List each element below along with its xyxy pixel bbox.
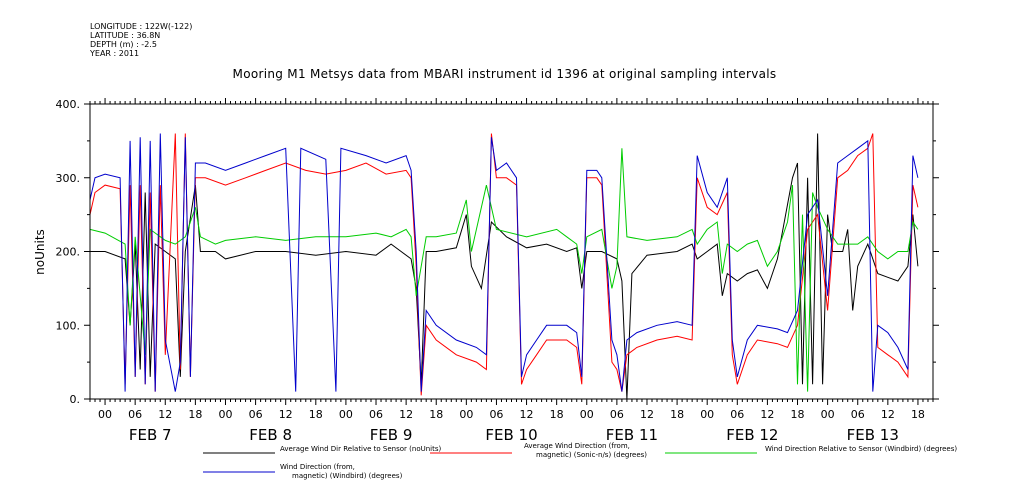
y-tick-label: 300. (56, 172, 81, 185)
x-day-label: FEB 13 (847, 426, 899, 444)
legend: Average Wind Dir Relative to Sensor (noU… (203, 442, 957, 480)
x-tick-label: 18 (791, 408, 805, 421)
depth-label: DEPTH (m) : -2.5 (90, 40, 157, 49)
x-tick-label: 18 (429, 408, 443, 421)
series-line-4 (89, 133, 919, 392)
x-tick-label: 06 (249, 408, 263, 421)
x-tick-label: 00 (821, 408, 835, 421)
legend-label: Wind Direction Relative to Sensor (Windb… (765, 445, 957, 453)
x-tick-label: 18 (911, 408, 925, 421)
x-day-label: FEB 11 (606, 426, 658, 444)
x-tick-label: 06 (610, 408, 624, 421)
x-tick-label: 00 (459, 408, 473, 421)
x-tick-label: 00 (98, 408, 112, 421)
x-tick-label: 12 (520, 408, 534, 421)
legend-label: Average Wind Dir Relative to Sensor (noU… (280, 445, 441, 453)
plot-lines (89, 133, 919, 400)
x-day-label: FEB 10 (485, 426, 537, 444)
x-day-label: FEB 7 (129, 426, 172, 444)
y-tick-label: 0. (70, 393, 81, 406)
x-day-label: FEB 9 (370, 426, 413, 444)
x-tick-label: 06 (128, 408, 142, 421)
legend-label-line2: magnetic) (Windbird) (degrees) (292, 472, 403, 480)
series-line-3 (89, 148, 919, 392)
y-tick-label: 400. (56, 98, 81, 111)
x-tick-label: 06 (730, 408, 744, 421)
y-tick-label: 100. (56, 319, 81, 332)
x-tick-label: 00 (700, 408, 714, 421)
legend-label: Average Wind Direction (from, (524, 442, 630, 450)
x-tick-label: 06 (489, 408, 503, 421)
x-tick-label: 18 (670, 408, 684, 421)
x-tick-label: 18 (550, 408, 564, 421)
year-label: YEAR : 2011 (90, 49, 140, 58)
x-tick-label: 00 (218, 408, 232, 421)
x-tick-label: 00 (580, 408, 594, 421)
x-day-label: FEB 12 (726, 426, 778, 444)
x-tick-label: 12 (881, 408, 895, 421)
x-tick-label: 18 (188, 408, 202, 421)
longitude-label: LONGITUDE : 122W(-122) (90, 22, 193, 31)
series-line-2 (89, 133, 919, 396)
y-axis-label: noUnits (33, 229, 47, 275)
legend-label-line2: magnetic) (Sonic-n/s) (degrees) (536, 451, 647, 459)
x-tick-label: 12 (158, 408, 172, 421)
series-line-1 (90, 133, 919, 400)
x-tick-label: 12 (279, 408, 293, 421)
axes: 0. 100. 200. 300. 400. 00 06 12 18 00 06 12 18 00 06 12… (56, 98, 939, 444)
x-tick-label: 12 (640, 408, 654, 421)
x-tick-label: 00 (339, 408, 353, 421)
latitude-label: LATITUDE : 36.8N (90, 31, 161, 40)
x-tick-label: 12 (760, 408, 774, 421)
x-day-label: FEB 8 (249, 426, 292, 444)
y-tick-label: 200. (56, 246, 81, 259)
x-tick-label: 06 (369, 408, 383, 421)
x-tick-label: 06 (851, 408, 865, 421)
legend-label: Wind Direction (from, (280, 463, 355, 471)
chart-title: Mooring M1 Metsys data from MBARI instru… (232, 67, 777, 81)
x-tick-label: 18 (309, 408, 323, 421)
x-tick-label: 12 (399, 408, 413, 421)
